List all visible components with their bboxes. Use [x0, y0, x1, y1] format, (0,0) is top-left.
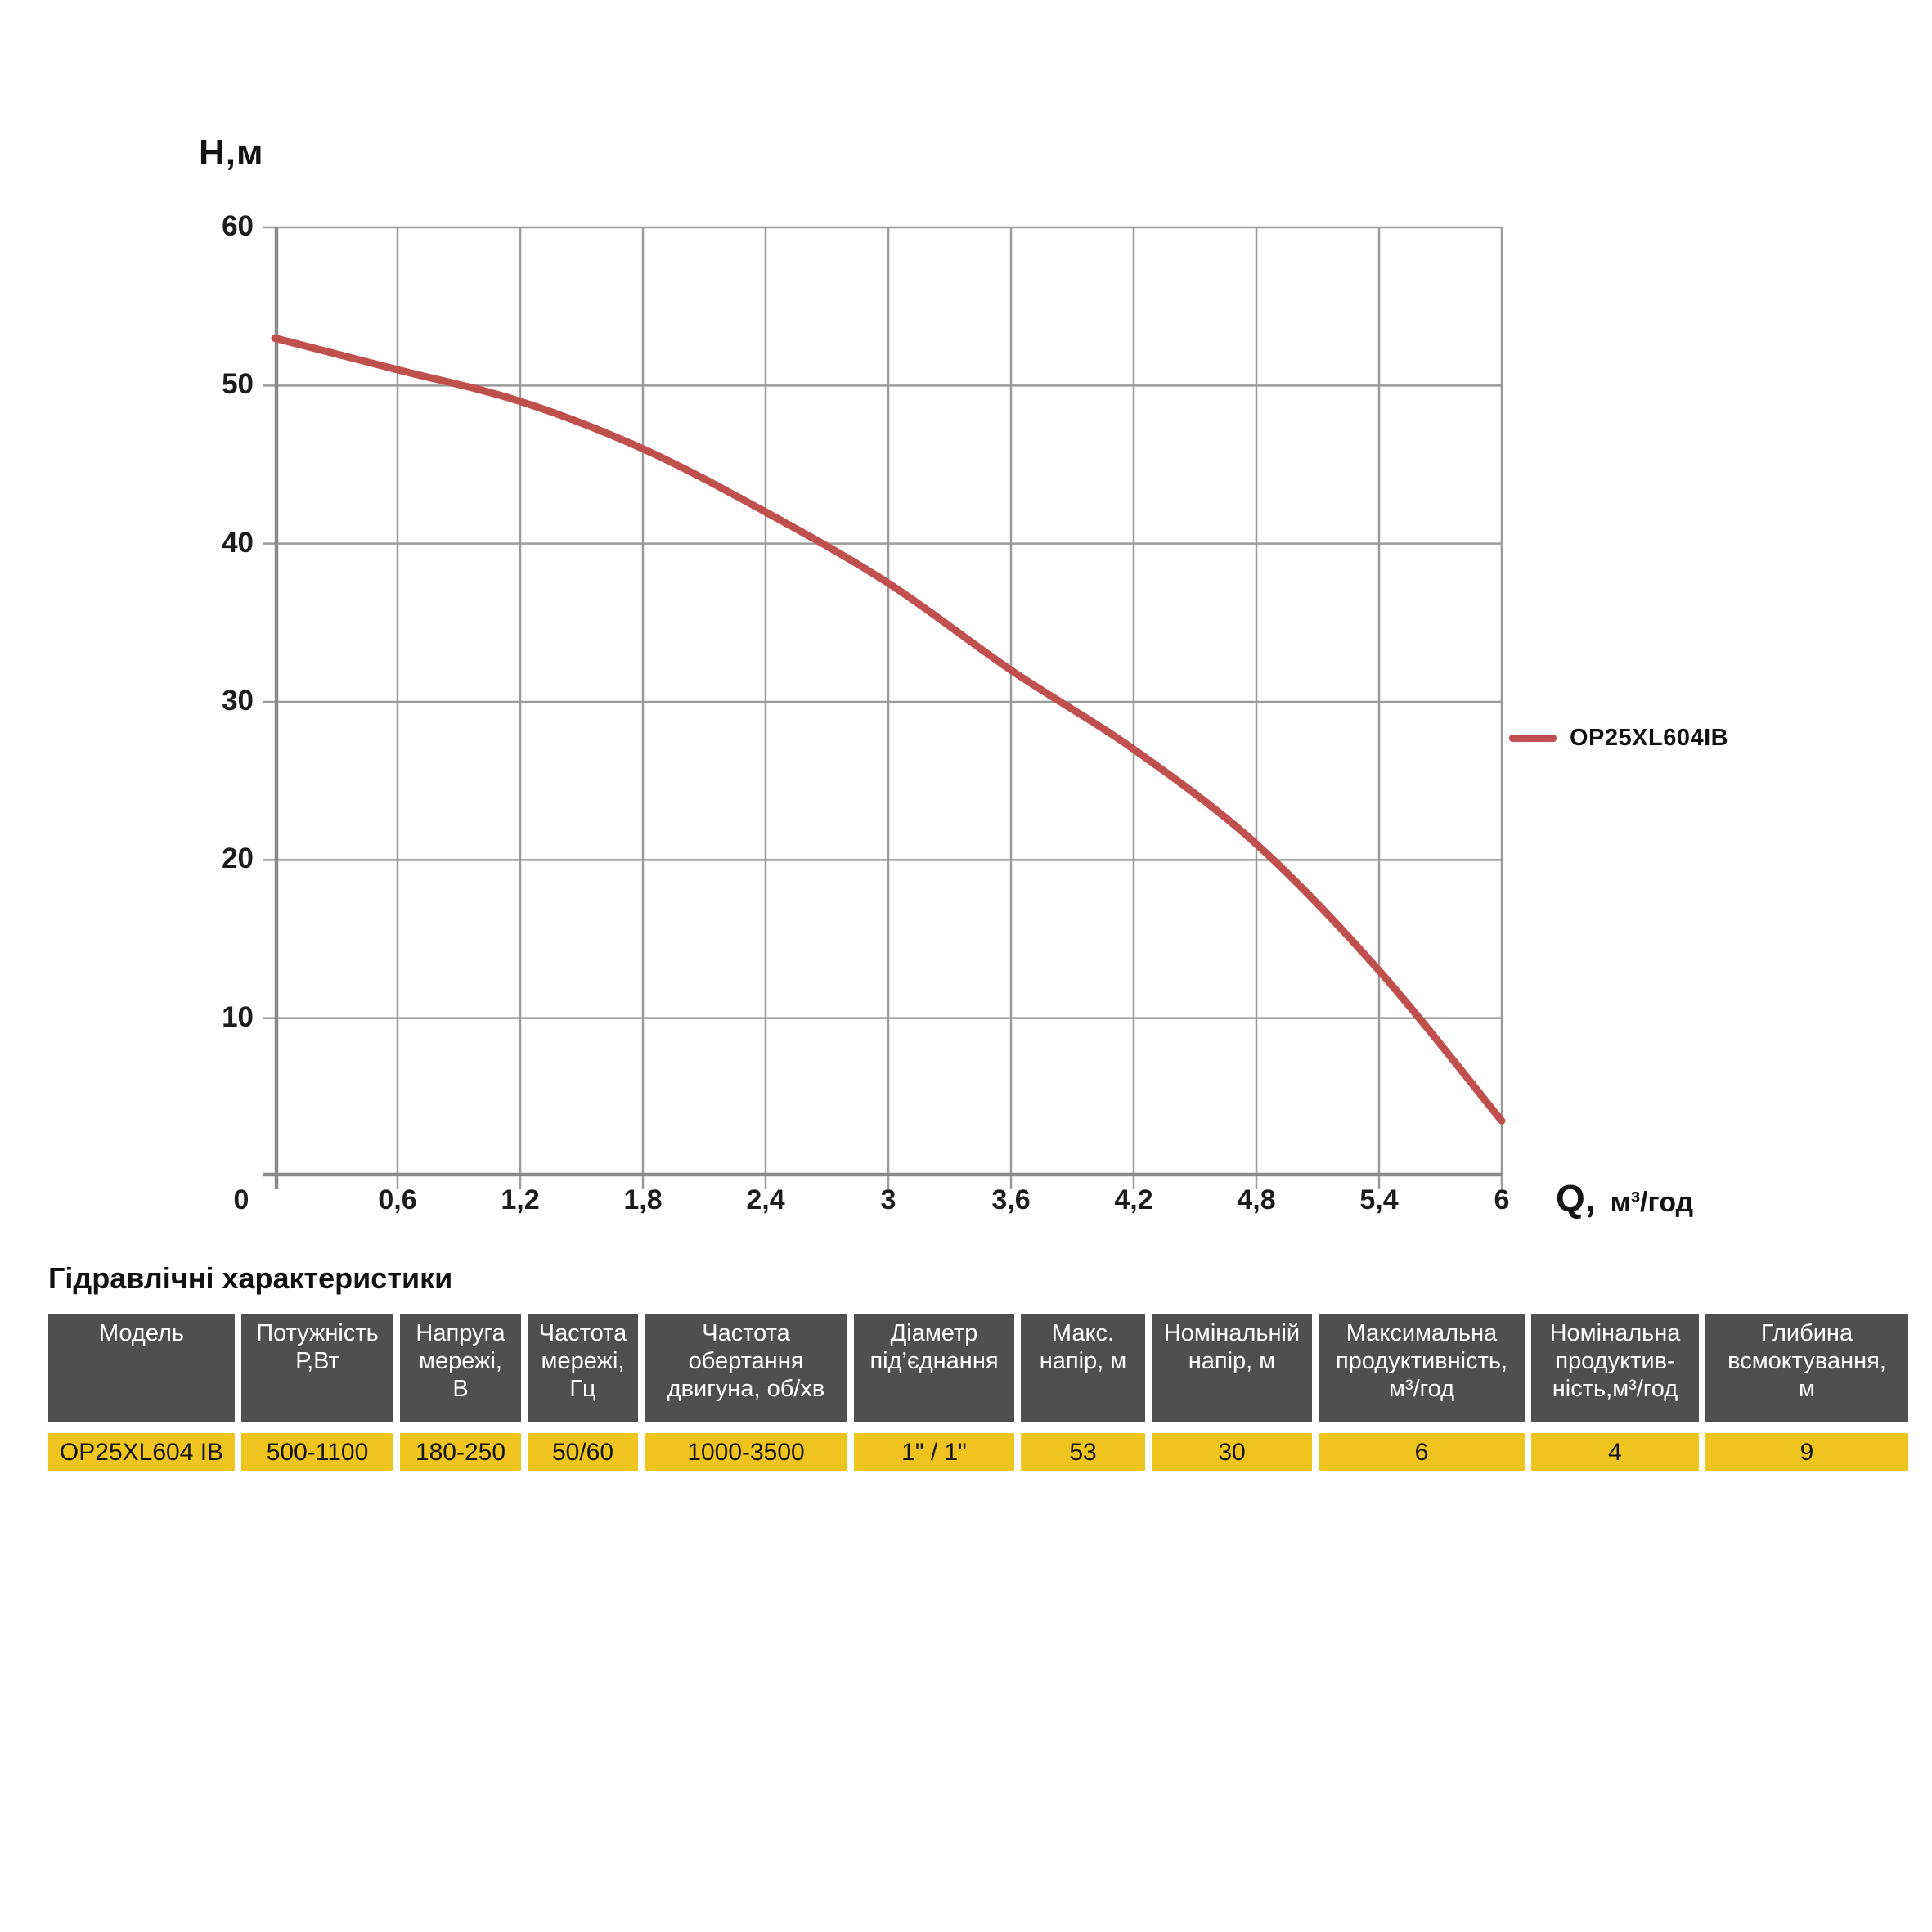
x-tick-label: 1,8	[623, 1184, 663, 1215]
column-header-power: Потужність Р,Вт	[241, 1314, 393, 1422]
y-tick-label: 50	[222, 368, 254, 401]
column-header-motor-speed: Частота обертання двигуна, об/хв	[645, 1314, 847, 1422]
x-tick-label: 6	[1494, 1184, 1510, 1215]
y-tick-label: 40	[222, 526, 254, 559]
column-header-suction-depth: Глибина всмоктування, м	[1705, 1314, 1908, 1422]
y-axis-tick-labels: 60 50 40 30 20 10	[139, 210, 254, 1176]
x-tick-label: 4,2	[1114, 1184, 1153, 1215]
cell-nominal-flow: 4	[1531, 1433, 1699, 1471]
column-header-max-flow: Максимальна продуктивність, м³/год	[1319, 1314, 1525, 1422]
x-tick-label: 3,6	[991, 1184, 1031, 1215]
y-tick-label: 10	[222, 1000, 254, 1033]
column-header-max-head: Макс. напір, м	[1021, 1314, 1145, 1422]
origin-tick-label: 0	[233, 1184, 249, 1215]
x-axis-symbol: Q,	[1556, 1177, 1596, 1220]
x-axis-title: Q, м³/год	[1556, 1176, 1693, 1220]
hydraulic-characteristics-table: Гідравлічні характеристики Модель Потужн…	[48, 1261, 1913, 1471]
column-header-voltage: Напруга мережі, В	[400, 1314, 521, 1422]
pump-curve-chart	[263, 226, 1506, 1189]
table-title: Гідравлічні характеристики	[48, 1261, 453, 1295]
pump-curve-series	[271, 334, 1506, 1125]
x-tick-label: 0,6	[378, 1184, 417, 1215]
column-header-nominal-flow: Номінальна продуктив- ність,м³/год	[1531, 1314, 1699, 1422]
chart-plot-area	[263, 226, 1506, 1189]
cell-power: 500-1100	[241, 1433, 393, 1471]
x-tick-label: 5,4	[1359, 1184, 1399, 1215]
cell-max-flow: 6	[1319, 1433, 1525, 1471]
column-header-nominal-head: Номінальній напір, м	[1152, 1314, 1312, 1422]
column-header-connection-diameter: Діаметр під’єднання	[854, 1314, 1014, 1422]
y-tick-label: 20	[222, 842, 254, 875]
x-tick-label: 1,2	[501, 1184, 540, 1215]
cell-motor-speed: 1000-3500	[645, 1433, 847, 1471]
x-tick-label: 4,8	[1237, 1184, 1276, 1215]
cell-model: OP25XL604 IB	[48, 1433, 235, 1471]
legend-line-swatch	[1509, 735, 1557, 742]
x-tick-label: 3	[880, 1184, 896, 1215]
legend: OP25XL604IB	[1509, 725, 1728, 752]
x-axis-tick-labels: 0 0,6 1,2 1,8 2,4 3 3,6 4,2 4,8 5,4 6	[234, 1184, 1510, 1225]
cell-frequency: 50/60	[528, 1433, 638, 1471]
y-axis-title: H,м	[199, 133, 264, 173]
cell-nominal-head: 30	[1152, 1433, 1312, 1471]
x-tick-label: 2,4	[746, 1184, 785, 1215]
cell-voltage: 180-250	[400, 1433, 521, 1471]
cell-connection-diameter: 1" / 1"	[854, 1433, 1014, 1471]
column-header-model: Модель	[48, 1314, 235, 1422]
cell-max-head: 53	[1021, 1433, 1145, 1471]
column-header-frequency: Частота мережі, Гц	[528, 1314, 638, 1422]
table-row: OP25XL604 IB 500-1100 180-250 50/60 1000…	[48, 1433, 1913, 1471]
y-tick-label: 60	[222, 210, 254, 243]
table-header-row: Модель Потужність Р,Вт Напруга мережі, В…	[48, 1314, 1913, 1422]
cell-suction-depth: 9	[1705, 1433, 1908, 1471]
x-axis-unit: м³/год	[1610, 1187, 1694, 1218]
y-tick-label: 30	[222, 685, 254, 717]
legend-series-label: OP25XL604IB	[1570, 725, 1729, 751]
